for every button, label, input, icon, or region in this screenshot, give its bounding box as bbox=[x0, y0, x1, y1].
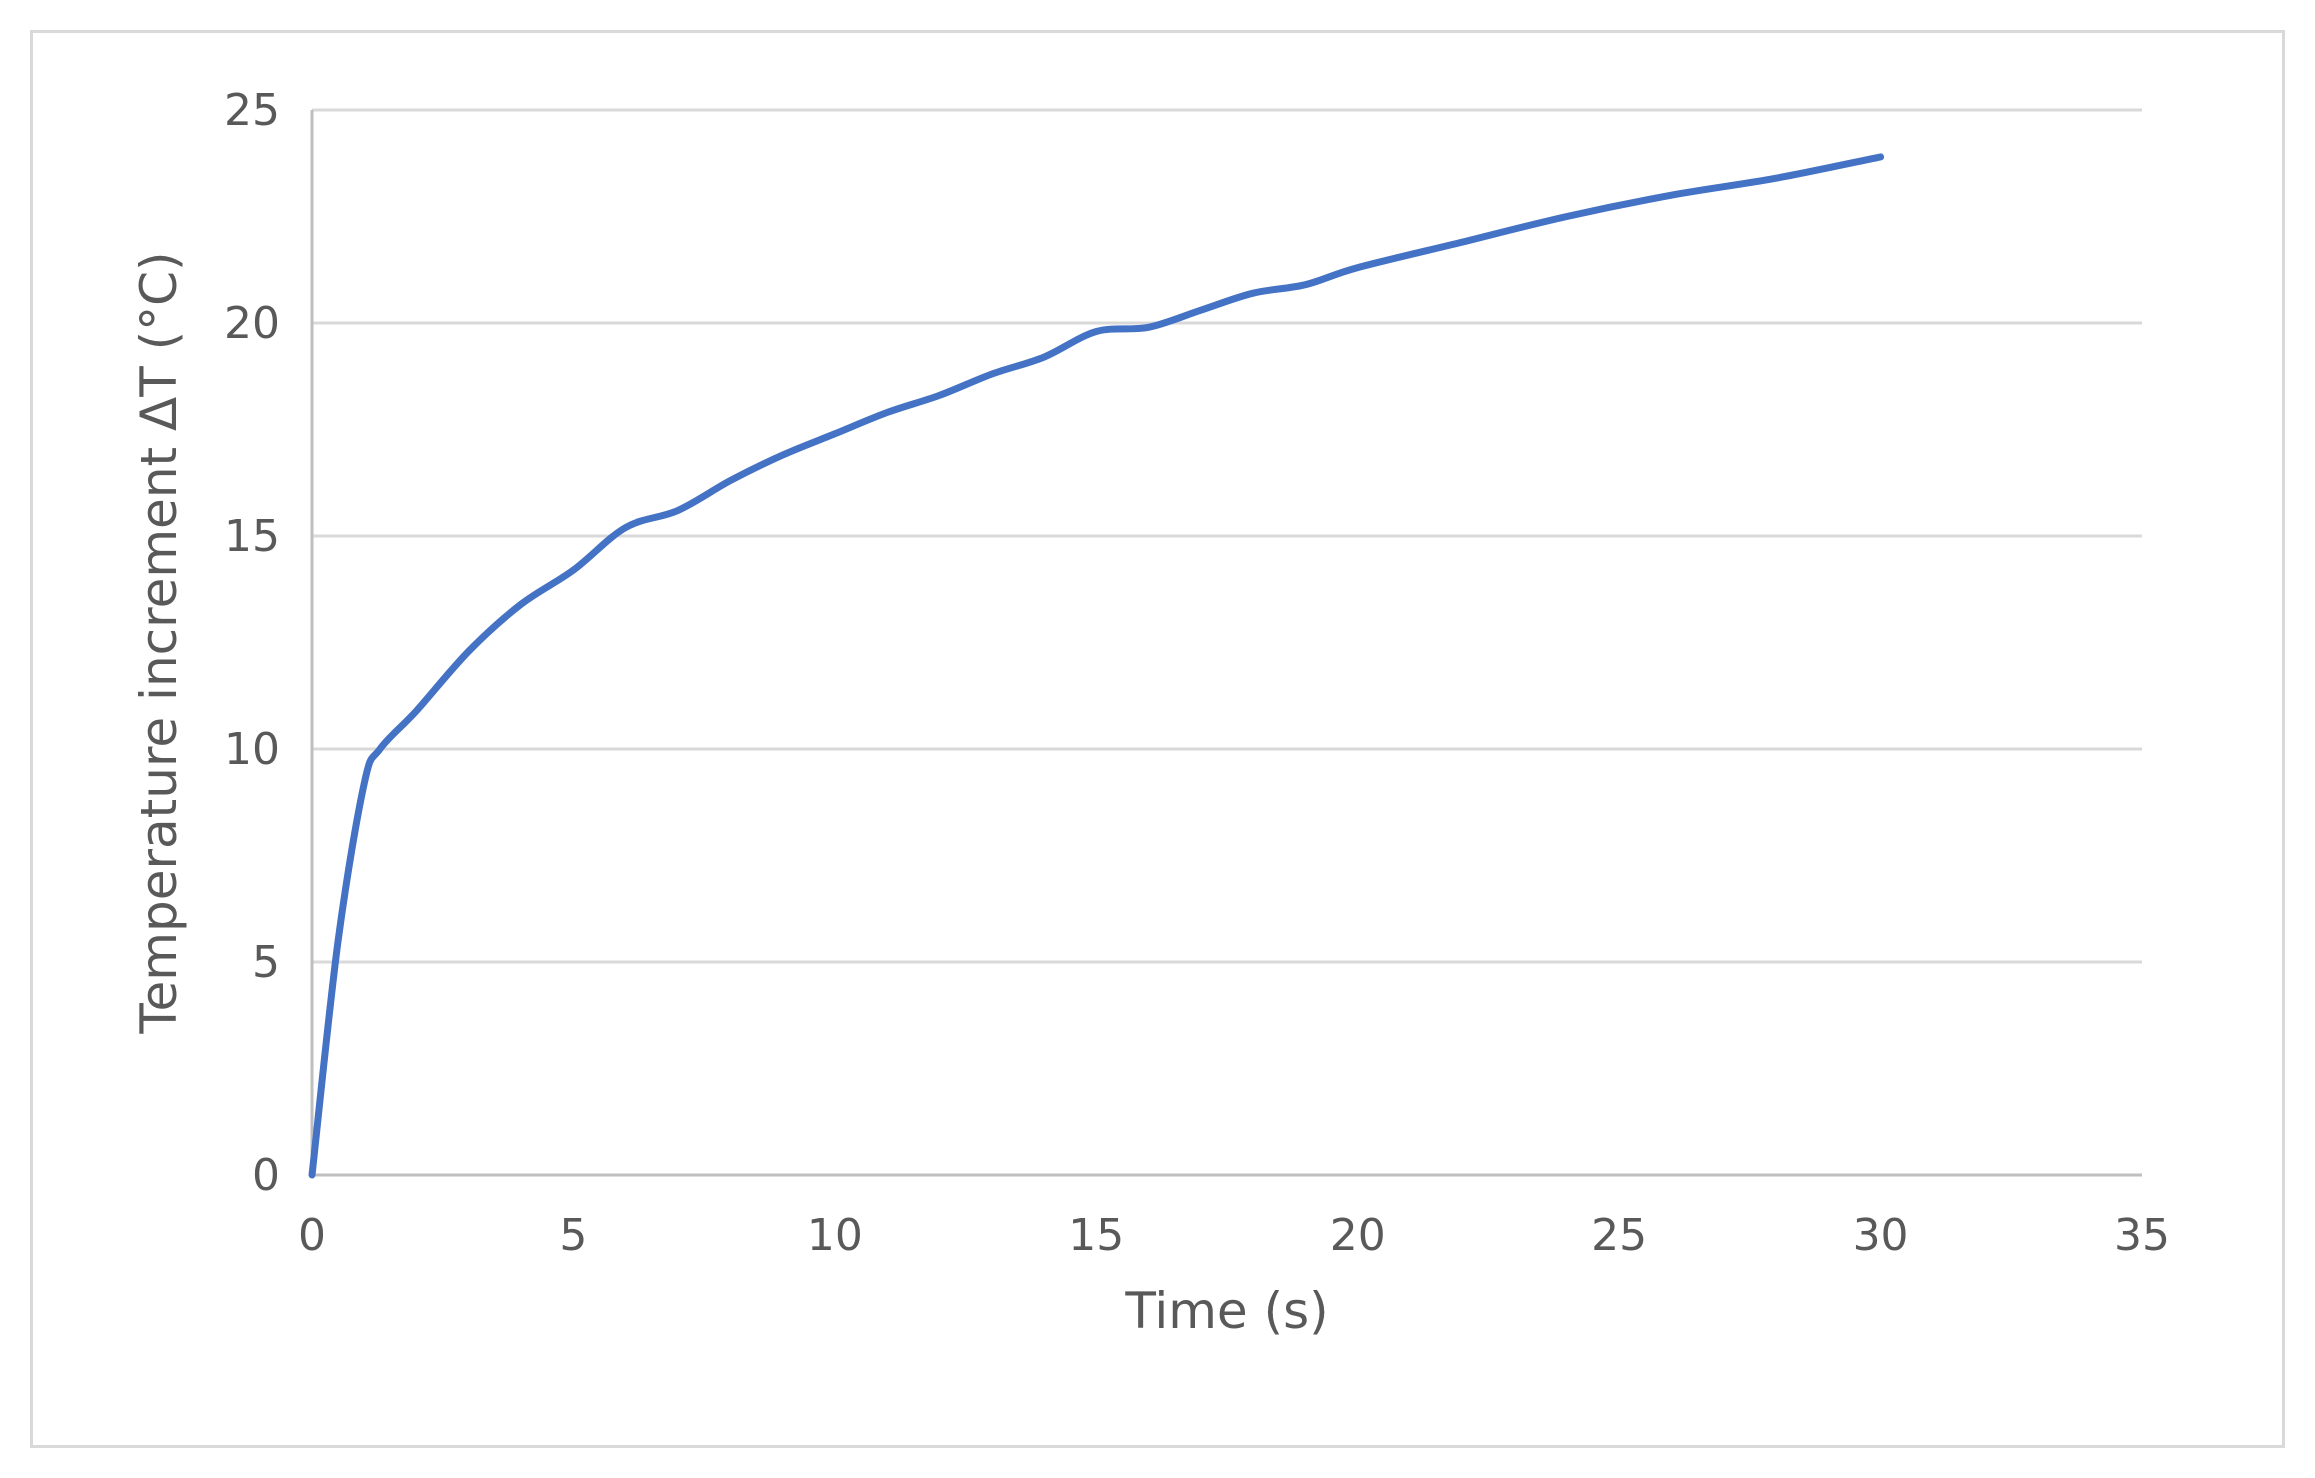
series-group bbox=[308, 153, 1885, 1179]
y-tick-label: 15 bbox=[224, 511, 280, 562]
gridlines bbox=[312, 108, 2142, 964]
x-tick-label: 10 bbox=[807, 1210, 863, 1261]
y-tick-label: 10 bbox=[224, 724, 280, 775]
series-line-0 bbox=[308, 153, 1885, 1179]
y-tick-label: 20 bbox=[224, 298, 280, 349]
y-tick-label: 5 bbox=[252, 937, 280, 988]
x-tick-label: 5 bbox=[559, 1210, 587, 1261]
y-tick-labels: 0 5 10 15 20 25 bbox=[224, 85, 280, 1201]
x-axis-title: Time (s) bbox=[1124, 1282, 1328, 1340]
x-tick-label: 15 bbox=[1068, 1210, 1124, 1261]
y-axis-title: Temperature increment ΔT (°C) bbox=[130, 251, 188, 1034]
x-tick-label: 35 bbox=[2114, 1210, 2170, 1261]
line-chart: 0 5 10 15 20 25 0 5 10 15 20 25 30 35 Time (s) Tempe… bbox=[130, 85, 2170, 1340]
x-tick-label: 20 bbox=[1330, 1210, 1386, 1261]
x-tick-label: 25 bbox=[1591, 1210, 1647, 1261]
x-tick-label: 0 bbox=[298, 1210, 326, 1261]
x-tick-labels: 0 5 10 15 20 25 30 35 bbox=[298, 1210, 2170, 1261]
chart-frame: 0 5 10 15 20 25 0 5 10 15 20 25 30 35 Time (s) Tempe… bbox=[30, 30, 2285, 1448]
y-tick-label: 25 bbox=[224, 85, 280, 136]
axes bbox=[310, 110, 2142, 1177]
y-tick-label: 0 bbox=[252, 1150, 280, 1201]
x-tick-label: 30 bbox=[1853, 1210, 1909, 1261]
